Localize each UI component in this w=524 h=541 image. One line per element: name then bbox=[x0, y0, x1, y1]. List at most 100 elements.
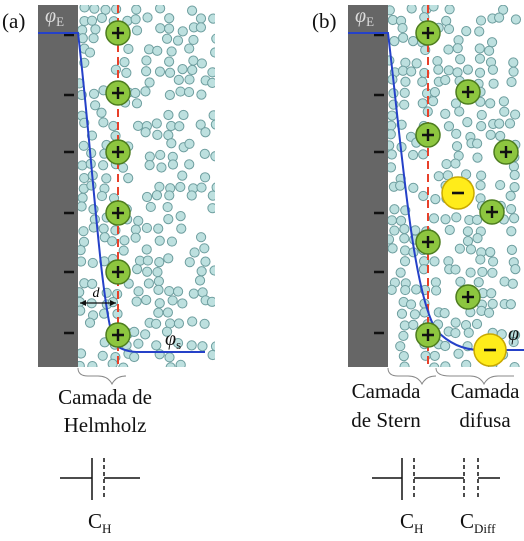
solvent-molecule bbox=[434, 65, 443, 74]
solvent-molecule bbox=[142, 56, 151, 65]
solvent-molecule bbox=[98, 351, 107, 360]
capacitor-label: CH bbox=[400, 509, 423, 536]
solvent-molecule bbox=[87, 16, 96, 25]
solvent-molecule bbox=[80, 173, 89, 182]
solvent-molecule bbox=[477, 171, 486, 180]
solvent-molecule bbox=[406, 300, 415, 309]
solvent-molecule bbox=[453, 68, 462, 77]
solvent-molecule bbox=[212, 34, 221, 43]
layer-caption: Camada bbox=[352, 379, 421, 403]
solvent-molecule bbox=[444, 66, 453, 75]
solvent-molecule bbox=[400, 234, 409, 243]
solvent-molecule bbox=[478, 267, 487, 276]
solvent-molecule bbox=[179, 110, 188, 119]
solvent-molecule bbox=[144, 279, 153, 288]
solvent-molecule bbox=[131, 15, 140, 24]
solvent-molecule bbox=[178, 299, 187, 308]
solvent-molecule bbox=[141, 330, 150, 339]
solvent-molecule bbox=[165, 286, 174, 295]
solvent-molecule bbox=[430, 257, 439, 266]
solvent-molecule bbox=[433, 56, 442, 65]
solvent-molecule bbox=[398, 23, 407, 32]
solvent-molecule bbox=[178, 27, 187, 36]
solvent-molecule bbox=[388, 244, 397, 253]
solvent-molecule bbox=[176, 87, 185, 96]
solvent-molecule bbox=[185, 44, 194, 53]
solvent-molecule bbox=[189, 56, 198, 65]
solvent-molecule bbox=[155, 236, 164, 245]
solvent-molecule bbox=[510, 183, 519, 192]
solvent-molecule bbox=[208, 350, 217, 359]
solvent-molecule bbox=[188, 317, 197, 326]
solvent-molecule bbox=[476, 16, 485, 25]
solvent-molecule bbox=[400, 100, 409, 109]
solvent-molecule bbox=[155, 182, 164, 191]
solvent-molecule bbox=[432, 286, 441, 295]
solvent-molecule bbox=[141, 128, 150, 137]
solvent-molecule bbox=[412, 59, 421, 68]
solvent-molecule bbox=[463, 65, 472, 74]
solvent-molecule bbox=[474, 278, 483, 287]
solvent-molecule bbox=[177, 224, 186, 233]
solvent-molecule bbox=[400, 362, 409, 371]
solvent-molecule bbox=[155, 257, 164, 266]
solvent-molecule bbox=[429, 2, 438, 11]
solvent-molecule bbox=[143, 256, 152, 265]
solvent-molecule bbox=[472, 319, 481, 328]
solvent-molecule bbox=[176, 182, 185, 191]
solvent-molecule bbox=[134, 287, 143, 296]
solvent-molecule bbox=[190, 248, 199, 257]
solvent-molecule bbox=[211, 152, 220, 161]
solvent-molecule bbox=[477, 110, 486, 119]
solvent-molecule bbox=[187, 191, 196, 200]
solvent-molecule bbox=[456, 55, 465, 64]
solvent-molecule bbox=[152, 341, 161, 350]
solvent-molecule bbox=[157, 163, 166, 172]
solvent-molecule bbox=[185, 75, 194, 84]
solvent-molecule bbox=[463, 227, 472, 236]
solvent-molecule bbox=[132, 99, 141, 108]
solvent-molecule bbox=[451, 328, 460, 337]
solvent-molecule bbox=[120, 58, 129, 67]
solvent-molecule bbox=[390, 37, 399, 46]
solvent-molecule bbox=[208, 78, 217, 87]
solvent-molecule bbox=[486, 130, 495, 139]
solvent-molecule bbox=[187, 341, 196, 350]
solvent-molecule bbox=[99, 224, 108, 233]
solvent-molecule bbox=[475, 44, 484, 53]
solvent-molecule bbox=[175, 122, 184, 131]
layer-caption: de Stern bbox=[351, 408, 421, 432]
solvent-molecule bbox=[174, 319, 183, 328]
solvent-molecule bbox=[453, 44, 462, 53]
solvent-molecule bbox=[408, 150, 417, 159]
solvent-molecule bbox=[195, 276, 204, 285]
solvent-molecule bbox=[441, 341, 450, 350]
solvent-molecule bbox=[489, 79, 498, 88]
solvent-molecule bbox=[178, 65, 187, 74]
solvent-molecule bbox=[451, 318, 460, 327]
solvent-molecule bbox=[444, 24, 453, 33]
solvent-molecule bbox=[428, 97, 437, 106]
solvent-molecule bbox=[400, 88, 409, 97]
solvent-molecule bbox=[168, 296, 177, 305]
solvent-molecule bbox=[88, 361, 97, 370]
solvent-molecule bbox=[178, 171, 187, 180]
solvent-molecule bbox=[510, 170, 519, 179]
solvent-molecule bbox=[401, 77, 410, 86]
solvent-molecule bbox=[418, 99, 427, 108]
solvent-molecule bbox=[79, 141, 88, 150]
solvent-molecule bbox=[164, 110, 173, 119]
solvent-molecule bbox=[509, 67, 518, 76]
solvent-molecule bbox=[200, 319, 209, 328]
solvent-molecule bbox=[142, 67, 151, 76]
solvent-molecule bbox=[475, 54, 484, 63]
solvent-molecule bbox=[165, 191, 174, 200]
distance-label: d bbox=[93, 286, 101, 301]
solvent-molecule bbox=[197, 183, 206, 192]
solvent-molecule bbox=[97, 191, 106, 200]
solvent-molecule bbox=[452, 213, 461, 222]
solvent-molecule bbox=[185, 139, 194, 148]
solvent-molecule bbox=[407, 4, 416, 13]
solvent-molecule bbox=[441, 362, 450, 371]
solvent-molecule bbox=[197, 59, 206, 68]
